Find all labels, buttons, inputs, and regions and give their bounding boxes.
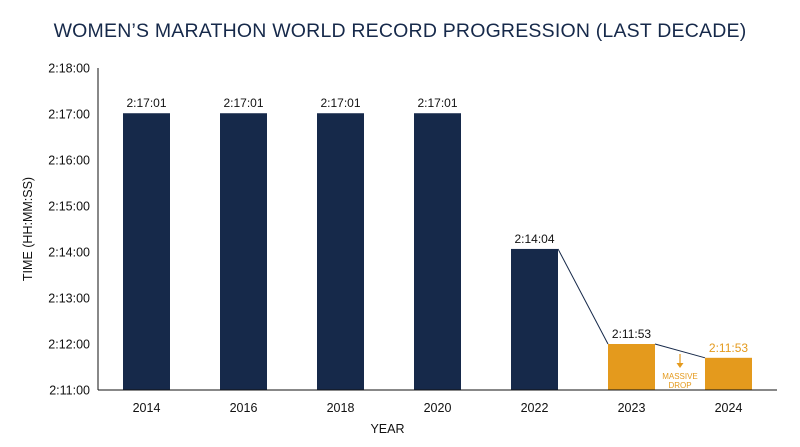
trend-connector <box>557 248 609 345</box>
y-tick-label: 2:18:00 <box>48 62 90 76</box>
x-tick-label: 2023 <box>618 401 646 415</box>
bar-2024 <box>705 357 752 390</box>
bar-2014 <box>123 113 170 390</box>
chart-title: WOMEN’S MARATHON WORLD RECORD PROGRESSIO… <box>53 20 747 42</box>
y-tick-label: 2:17:00 <box>48 108 90 122</box>
data-label: 2:17:01 <box>223 96 263 110</box>
y-tick-label: 2:12:00 <box>48 338 90 352</box>
annotation-text: DROP <box>668 381 691 390</box>
x-tick-label: 2014 <box>133 401 161 415</box>
annotation-arrow-head <box>676 363 684 368</box>
data-label: 2:17:01 <box>126 96 166 110</box>
data-label: 2:11:53 <box>709 341 748 355</box>
y-axis-title: TIME (HH:MM:SS) <box>21 177 35 281</box>
y-tick-label: 2:14:00 <box>48 246 90 260</box>
x-tick-label: 2020 <box>424 401 452 415</box>
annotation-text: MASSIVE <box>662 372 698 381</box>
data-label: 2:14:04 <box>514 232 554 246</box>
data-label: 2:17:01 <box>320 96 360 110</box>
data-label: 2:17:01 <box>417 96 457 110</box>
bar-2018 <box>317 113 364 390</box>
bar-2016 <box>220 113 267 390</box>
y-tick-label: 2:13:00 <box>48 292 90 306</box>
x-tick-label: 2024 <box>715 401 743 415</box>
x-tick-label: 2022 <box>521 401 549 415</box>
bar-2022 <box>511 248 558 390</box>
y-tick-label: 2:11:00 <box>49 384 90 398</box>
bar-2020 <box>414 113 461 390</box>
data-label: 2:11:53 <box>612 327 651 341</box>
y-tick-label: 2:15:00 <box>48 200 90 214</box>
trend-connector <box>654 343 706 359</box>
y-tick-label: 2:16:00 <box>48 154 90 168</box>
x-axis-title: YEAR <box>370 422 404 436</box>
x-tick-label: 2018 <box>327 401 355 415</box>
x-tick-label: 2016 <box>230 401 258 415</box>
bar-2023 <box>608 344 655 390</box>
